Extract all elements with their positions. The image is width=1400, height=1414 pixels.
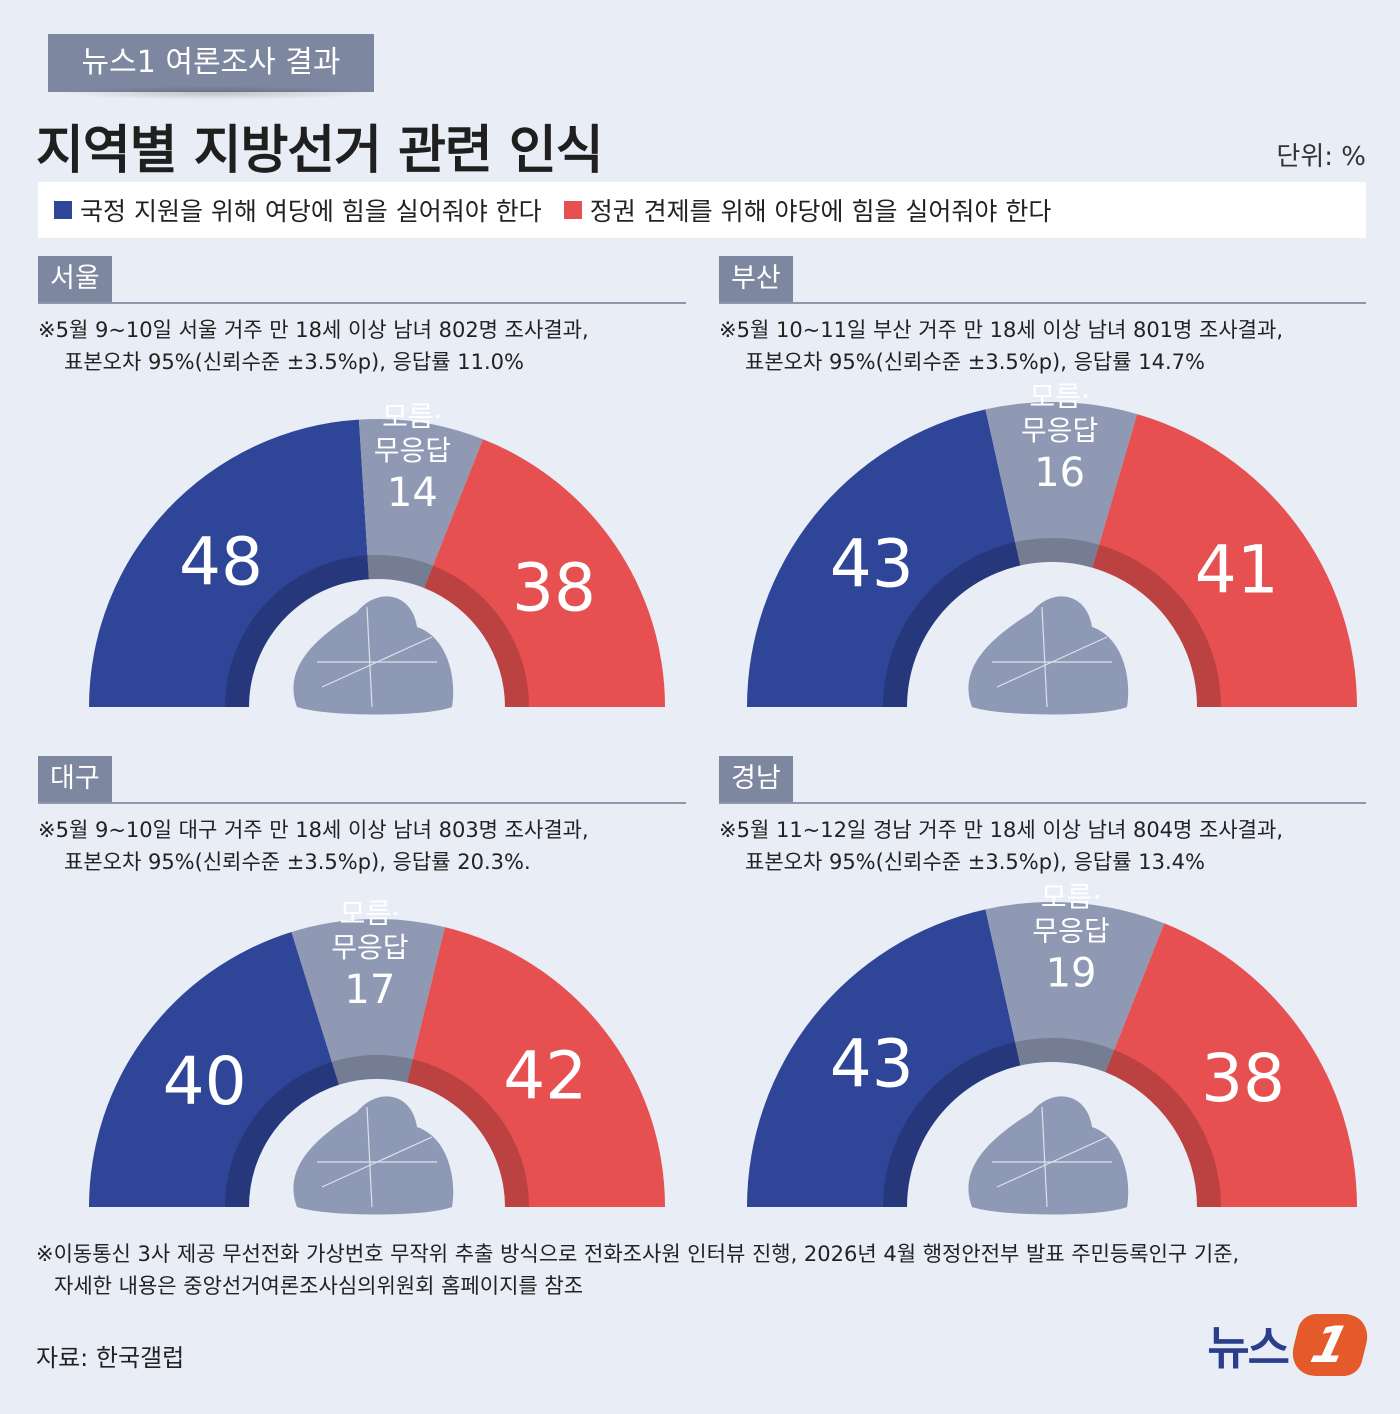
region-map-borders [317,1106,437,1208]
inner-shadow-ring [883,1038,1221,1208]
panel-note-line2: 표본오차 95%(신뢰수준 ±3.5%p), 응답률 13.4% [745,850,1205,874]
panel-note-line1: ※5월 11~12일 경남 거주 만 18세 이상 남녀 804명 조사결과, [719,818,1283,842]
inner-shadow-ring [225,1055,529,1208]
region-map-borders [992,606,1112,708]
segment-unknown [985,902,1165,1073]
legend: 국정 지원을 위해 여당에 힘을 실어줘야 한다 정권 견제를 위해 야당에 힘… [38,182,1366,238]
news1-logo: 뉴스 1 [1207,1312,1374,1378]
panel-note-line1: ※5월 10~11일 부산 거주 만 18세 이상 남녀 801명 조사결과, [719,318,1283,342]
label-unknown-line2: 무응답 [374,434,451,467]
legend-item-ruling: 국정 지원을 위해 여당에 힘을 실어줘야 한다 [54,192,542,228]
source-label: 자료: 한국갤럽 [36,1344,185,1372]
label-unknown-line2: 무응답 [1021,414,1098,447]
segment-opposition [1092,414,1357,707]
region-map-borders [317,606,437,708]
label-unknown-line1: 모름· [1041,881,1101,914]
header-badge: 뉴스1 여론조사 결과 [48,34,374,92]
segment-unknown [291,919,445,1085]
label-unknown-line1: 모름· [382,400,442,433]
segment-ruling [747,909,1021,1207]
legend-label-opposition: 정권 견제를 위해 야당에 힘을 실어줘야 한다 [589,197,1052,226]
unit-label: 단위: % [1276,142,1366,172]
panel-label-seoul: 서울 [38,256,112,302]
value-label-ruling: 40 [163,1043,247,1120]
panel-note-line2: 표본오차 95%(신뢰수준 ±3.5%p), 응답률 20.3%. [64,850,531,874]
logo-mark: 1 [1286,1314,1374,1376]
segment-opposition [424,439,666,707]
value-label-opposition: 38 [512,550,596,627]
panel-note-line1: ※5월 9~10일 대구 거주 만 18세 이상 남녀 803명 조사결과, [38,818,589,842]
panel-note-daegu: ※5월 9~10일 대구 거주 만 18세 이상 남녀 803명 조사결과, 표… [38,814,589,878]
value-label-opposition: 38 [1201,1040,1285,1117]
panel-rule-daegu [38,802,686,804]
panel-rule-busan [719,302,1366,304]
page-title: 지역별 지방선거 관련 인식 [36,121,604,181]
value-label-unknown: 17 [344,967,395,1013]
segment-ruling [747,409,1021,707]
segment-unknown [985,402,1138,568]
value-label-opposition: 41 [1195,531,1279,608]
value-label-ruling: 48 [179,524,263,601]
panel-note-gyeongnam: ※5월 11~12일 경남 거주 만 18세 이상 남녀 804명 조사결과, … [719,814,1283,878]
panel-label-gyeongnam: 경남 [719,756,793,802]
panel-label-busan: 부산 [719,256,793,302]
panel-note-seoul: ※5월 9~10일 서울 거주 만 18세 이상 남녀 802명 조사결과, 표… [38,314,589,378]
legend-swatch-opposition [563,201,582,219]
logo-text: 뉴스 [1207,1321,1290,1375]
region-map-borders [992,1106,1112,1208]
panel-rule-seoul [38,302,686,304]
segment-unknown [358,419,484,588]
segment-ruling [89,931,339,1207]
footnote-line2: 자세한 내용은 중앙선거여론조사심의위원회 홈페이지를 참조 [54,1274,584,1298]
panel-note-line1: ※5월 9~10일 서울 거주 만 18세 이상 남녀 802명 조사결과, [38,318,589,342]
region-map-shape [293,1096,454,1215]
segment-opposition [407,927,665,1207]
panel-label-daegu: 대구 [38,756,112,802]
label-unknown-line1: 모름· [1029,380,1089,413]
label-unknown-line1: 모름· [340,897,400,930]
segment-opposition [1105,923,1357,1207]
footnote-line1: ※이동통신 3사 제공 무선전화 가상번호 무작위 추출 방식으로 전화조사원 … [36,1242,1240,1266]
region-map-shape [293,596,454,715]
value-label-unknown: 14 [387,470,438,516]
label-unknown-line2: 무응답 [331,931,408,964]
panel-note-line2: 표본오차 95%(신뢰수준 ±3.5%p), 응답률 11.0% [64,350,524,374]
footnote: ※이동통신 3사 제공 무선전화 가상번호 무작위 추출 방식으로 전화조사원 … [36,1238,1239,1302]
badge-shadow [60,86,370,100]
value-label-unknown: 19 [1046,951,1097,997]
region-map-shape [968,596,1129,715]
legend-label-ruling: 국정 지원을 위해 여당에 힘을 실어줘야 한다 [80,197,542,226]
value-label-opposition: 42 [503,1038,587,1115]
inner-shadow-ring [225,555,529,708]
legend-swatch-ruling [54,201,72,219]
region-map-shape [968,1096,1129,1215]
value-label-ruling: 43 [830,526,914,603]
panel-rule-gyeongnam [719,802,1366,804]
panel-note-busan: ※5월 10~11일 부산 거주 만 18세 이상 남녀 801명 조사결과, … [719,314,1283,378]
value-label-ruling: 43 [830,1026,914,1103]
legend-item-opposition: 정권 견제를 위해 야당에 힘을 실어줘야 한다 [563,192,1052,228]
inner-shadow-ring [883,538,1221,708]
label-unknown-line2: 무응답 [1032,915,1109,948]
value-label-unknown: 16 [1034,450,1085,496]
panel-note-line2: 표본오차 95%(신뢰수준 ±3.5%p), 응답률 14.7% [745,350,1205,374]
segment-ruling [89,419,369,707]
